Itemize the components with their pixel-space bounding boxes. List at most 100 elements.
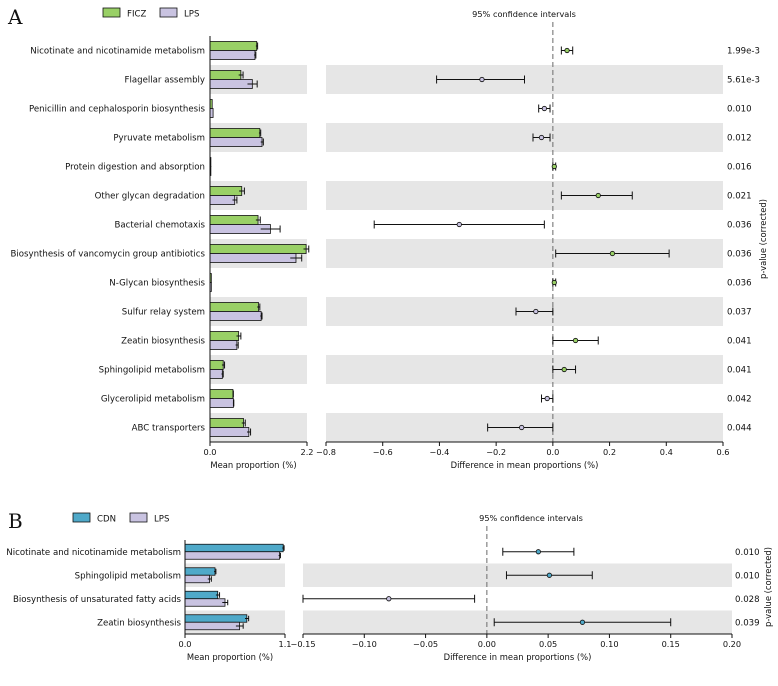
bar-ficz bbox=[209, 128, 261, 138]
bar-lps bbox=[209, 253, 297, 263]
left-x-tick-label: 0.0 bbox=[203, 447, 216, 457]
row-stripe-left bbox=[210, 355, 307, 384]
right-x-tick-label: −0.8 bbox=[316, 447, 336, 457]
ci-point bbox=[551, 163, 557, 170]
category-label: Pyruvate metabolism bbox=[113, 134, 205, 144]
bar-lps bbox=[209, 195, 236, 205]
p-value: 0.036 bbox=[727, 279, 752, 289]
ci-title: 95% confidence intervals bbox=[479, 513, 583, 523]
panel-a: A FICZ LPS 95% confidence intervals Nicotina… bbox=[7, 5, 768, 470]
p-value: 0.044 bbox=[727, 424, 752, 434]
category-label: N-Glycan biosynthesis bbox=[109, 279, 205, 289]
ci-point bbox=[544, 395, 550, 402]
bar-lps bbox=[184, 551, 280, 560]
bar-lps bbox=[209, 340, 238, 350]
panel-b: B CDN LPS 95% confidence intervals Nicotinat… bbox=[6, 509, 773, 662]
right-x-axis-label: Difference in mean proportions (%) bbox=[444, 652, 592, 662]
p-value: 0.041 bbox=[727, 366, 752, 376]
ci-point bbox=[551, 279, 557, 286]
p-value: 5.61e-3 bbox=[727, 76, 760, 86]
right-x-tick-label: 0.20 bbox=[723, 639, 741, 649]
right-x-tick-label: 0.2 bbox=[603, 447, 616, 457]
bar-lps bbox=[209, 427, 250, 437]
ci-point bbox=[609, 250, 616, 257]
left-x-tick-label: 2.2 bbox=[300, 447, 313, 457]
left-x-axis-label: Mean proportion (%) bbox=[187, 652, 273, 662]
legend-swatch-group1 bbox=[72, 512, 91, 523]
bar-cdn bbox=[184, 543, 284, 553]
right-x-tick-label: 0.00 bbox=[478, 639, 496, 649]
ci-point bbox=[533, 308, 539, 315]
panel-letter: B bbox=[8, 509, 23, 533]
bar-cdn bbox=[184, 567, 216, 576]
ci-title: 95% confidence intervals bbox=[472, 9, 576, 19]
right-x-tick-label: −0.05 bbox=[413, 639, 438, 649]
category-label: Sphingolipid metabolism bbox=[75, 571, 181, 581]
bar-ficz bbox=[209, 186, 243, 196]
p-value: 0.036 bbox=[727, 250, 752, 260]
p-value: 0.016 bbox=[727, 163, 752, 173]
p-value: 0.010 bbox=[735, 571, 760, 581]
bar-lps bbox=[184, 621, 240, 631]
p-value: 0.012 bbox=[727, 134, 752, 144]
right-x-tick-label: 0.4 bbox=[660, 447, 673, 457]
right-x-tick-label: −0.2 bbox=[486, 447, 506, 457]
bar-ficz bbox=[209, 244, 307, 254]
category-label: Penicillin and cephalosporin biosynthesi… bbox=[29, 105, 206, 115]
right-x-axis-label: Difference in mean proportions (%) bbox=[451, 460, 599, 470]
bar-ficz bbox=[209, 389, 234, 399]
ci-point bbox=[541, 105, 547, 112]
category-label: Protein digestion and absorption bbox=[65, 163, 205, 173]
right-x-tick-label: 0.15 bbox=[662, 639, 680, 649]
p-value: 1.99e-3 bbox=[727, 47, 760, 57]
bar-lps bbox=[209, 79, 253, 89]
row-stripe-right bbox=[326, 181, 723, 210]
ci-point bbox=[546, 572, 552, 578]
category-label: Biosynthesis of unsaturated fatty acids bbox=[13, 595, 182, 605]
category-label: ABC transporters bbox=[132, 424, 206, 434]
row-stripe-right bbox=[326, 123, 723, 152]
category-label: Nicotinate and nicotinamide metabolism bbox=[30, 47, 205, 57]
legend-label-group1: CDN bbox=[97, 515, 116, 525]
p-value: 0.010 bbox=[727, 105, 752, 115]
bar-lps bbox=[209, 311, 262, 321]
bar-ficz bbox=[209, 41, 258, 51]
ci-point bbox=[595, 192, 601, 199]
p-value: 0.042 bbox=[727, 395, 752, 405]
p-value-axis-label: p-value (corrected) bbox=[763, 547, 773, 627]
bar-ficz bbox=[209, 302, 259, 312]
left-x-axis-label: Mean proportion (%) bbox=[210, 460, 296, 470]
ci-point bbox=[535, 549, 541, 555]
category-label: Bacterial chemotaxis bbox=[114, 221, 205, 231]
legend-swatch-group1 bbox=[102, 7, 121, 18]
ci-point bbox=[579, 619, 586, 625]
category-label: Biosynthesis of vancomycin group antibio… bbox=[11, 250, 206, 260]
p-value: 0.039 bbox=[735, 618, 760, 628]
bar-ficz bbox=[209, 418, 244, 428]
ci-point bbox=[572, 337, 579, 344]
legend-label-group2: LPS bbox=[184, 10, 199, 20]
category-label: Sphingolipid metabolism bbox=[99, 366, 205, 376]
category-label: Nicotinate and nicotinamide metabolism bbox=[6, 548, 181, 558]
bar-lps bbox=[209, 137, 263, 147]
right-x-tick-label: 0.0 bbox=[546, 447, 559, 457]
category-label: Sulfur relay system bbox=[122, 308, 205, 318]
bar-lps bbox=[184, 574, 210, 584]
ci-point bbox=[386, 596, 392, 602]
p-value: 0.036 bbox=[727, 221, 752, 231]
right-x-tick-label: −0.4 bbox=[429, 447, 449, 457]
legend-label-group2: LPS bbox=[154, 515, 169, 525]
row-stripe-right bbox=[326, 355, 723, 384]
ci-point bbox=[538, 134, 545, 141]
right-x-tick-label: 0.05 bbox=[539, 639, 557, 649]
bar-lps bbox=[184, 598, 226, 607]
bar-lps bbox=[209, 50, 256, 60]
panel-letter: A bbox=[7, 5, 23, 29]
legend-swatch-group2 bbox=[129, 512, 148, 523]
right-x-tick-label: −0.6 bbox=[373, 447, 393, 457]
p-value-axis-label: p-value (corrected) bbox=[758, 199, 768, 279]
category-label: Flagellar assembly bbox=[125, 76, 205, 86]
right-x-tick-label: 0.6 bbox=[716, 447, 729, 457]
bar-lps bbox=[209, 398, 234, 408]
